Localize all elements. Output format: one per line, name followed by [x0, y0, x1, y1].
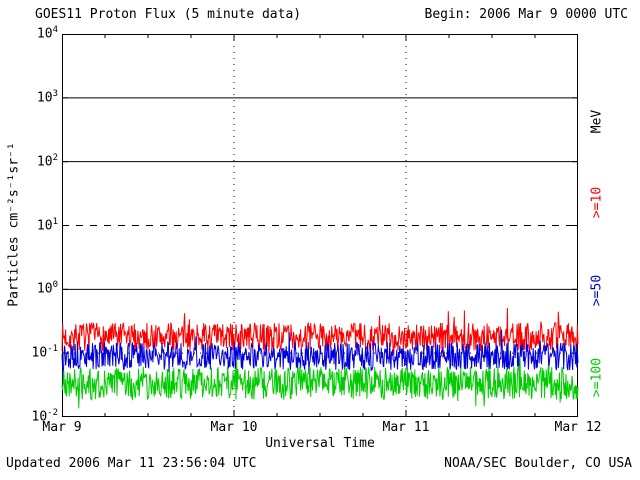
y-tick-label: 103	[36, 88, 58, 106]
y-tick-exponent: 1	[52, 216, 58, 227]
x-tick-label: Mar 12	[554, 420, 602, 435]
series-line-ge10	[61, 307, 579, 359]
begin-time-label: Begin: 2006 Mar 9 0000 UTC	[424, 7, 629, 22]
y-tick-exponent: 2	[52, 152, 58, 163]
x-tick-label: Mar 9	[42, 420, 82, 435]
y-tick-label: 101	[36, 216, 58, 233]
y-tick-exponent: 4	[52, 25, 58, 35]
y-tick-label: 10-1	[31, 344, 59, 361]
y-tick-exponent: 3	[52, 88, 58, 99]
source-label: NOAA/SEC Boulder, CO USA	[444, 456, 632, 471]
x-tick-label: Mar 11	[382, 420, 430, 435]
x-axis-title: Universal Time	[265, 436, 375, 451]
chart-title: GOES11 Proton Flux (5 minute data)	[35, 7, 302, 22]
updated-timestamp: Updated 2006 Mar 11 23:56:04 UTC	[6, 456, 257, 471]
series-line-ge100	[61, 357, 579, 409]
y-tick-label: 100	[36, 280, 58, 297]
legend-label-ge100: >=100	[589, 357, 605, 398]
y-axis-title: Particles cm⁻²s⁻¹sr⁻¹	[6, 142, 22, 307]
series-line-ge50	[61, 329, 579, 380]
y-tick-exponent: -2	[47, 408, 58, 418]
x-tick-label: Mar 10	[210, 420, 258, 435]
y-tick-exponent: -1	[47, 344, 58, 355]
y-tick-exponent: 0	[52, 280, 58, 291]
y-tick-label: 102	[36, 152, 58, 169]
y-tick-label: 10-2	[31, 408, 59, 425]
y-tick-label: 104	[36, 25, 58, 42]
